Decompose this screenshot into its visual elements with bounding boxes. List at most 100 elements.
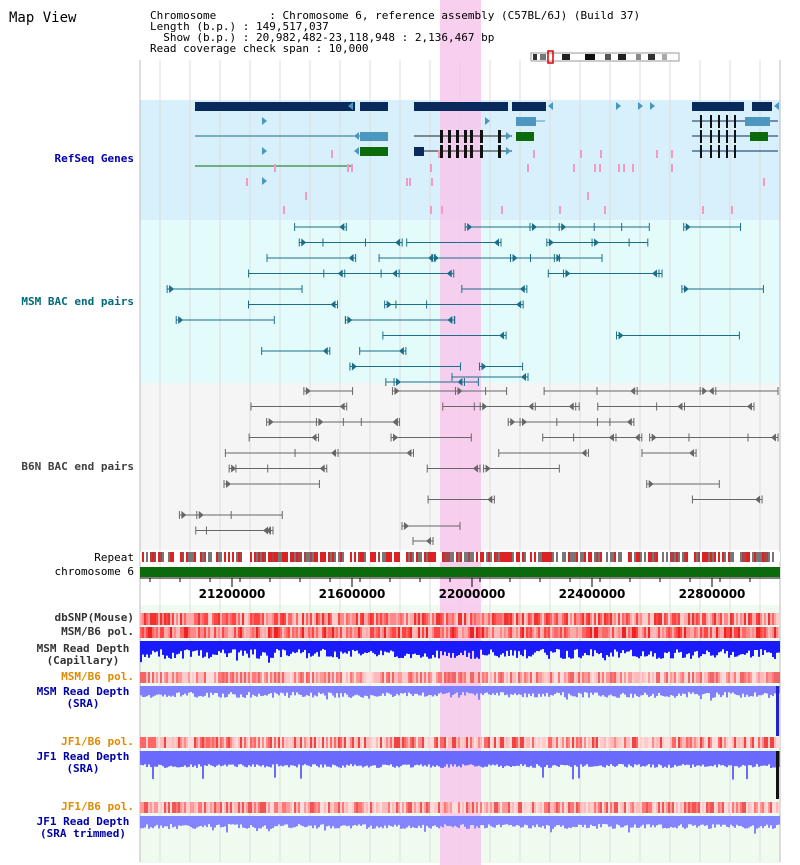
repeat-segment — [356, 552, 358, 562]
dbsnp-density — [342, 613, 344, 625]
jf1-pol-trimmed-density — [246, 802, 248, 813]
jf1-pol-trimmed-density — [448, 802, 450, 813]
msm-pol-track-label[interactable]: MSM/B6 pol. — [61, 625, 134, 638]
msm-pol-sra-density — [178, 672, 180, 683]
strand-arrow — [225, 480, 231, 488]
msm-depth-capillary-bar — [674, 641, 676, 653]
jf1-depth-trimmed-bar — [460, 816, 462, 825]
jf1-pol-density — [492, 737, 494, 748]
ideogram-position-marker[interactable] — [547, 50, 554, 64]
jf1-pol-density — [724, 737, 726, 748]
msm-depth-sra-bar — [356, 686, 358, 695]
repeat-segment — [534, 552, 536, 562]
msm-depth-capillary-bar — [164, 641, 166, 659]
dbsnp-density — [742, 613, 744, 625]
gene-block[interactable] — [745, 117, 770, 126]
gene-block[interactable] — [692, 102, 744, 111]
dbsnp-density — [308, 613, 310, 625]
jf1-pol-trimmed-density — [442, 802, 444, 813]
msm-bac-track-label[interactable]: MSM BAC end pairs — [21, 295, 134, 308]
msm-depth-sra-bar — [338, 686, 340, 698]
jf1-pol-density — [684, 737, 686, 748]
repeat-segment — [296, 552, 298, 562]
msm-depth-capillary-bar — [414, 641, 416, 654]
jf1-pol-trimmed-density — [772, 802, 774, 813]
jf1-depth-sra-bar — [516, 751, 518, 766]
msm-pol-density — [188, 627, 190, 638]
jf1-pol-trimmed-density — [176, 802, 178, 813]
jf1-pol-trimmed-density — [454, 802, 456, 813]
jf1-pol-trimmed-density — [698, 802, 700, 813]
jf1-depth-sra-bar — [476, 751, 478, 767]
msm-depth-sra-bar — [364, 686, 366, 696]
jf1-depth-trimmed-bar — [540, 816, 542, 828]
gene-block[interactable] — [752, 102, 772, 111]
gene-block[interactable] — [750, 132, 768, 141]
msm-pol-sra-density — [740, 672, 742, 683]
jf1-depth-sra-label[interactable]: JF1 Read Depth (SRA) — [30, 751, 136, 775]
msm-pol-density — [774, 627, 776, 638]
jf1-depth-trimmed-label[interactable]: JF1 Read Depth (SRA trimmed) — [30, 816, 136, 840]
jf1-pol-trimmed-density — [498, 802, 500, 813]
gene-block[interactable] — [360, 147, 388, 156]
chromosome-bar[interactable] — [140, 567, 780, 577]
msm-depth-capillary-bar — [184, 641, 186, 651]
gene-block[interactable] — [516, 132, 534, 141]
msm-depth-sra-label[interactable]: MSM Read Depth (SRA) — [30, 686, 136, 710]
jf1-pol-track-label[interactable]: JF1/B6 pol. — [61, 735, 134, 748]
gene-block[interactable] — [512, 102, 546, 111]
jf1-depth-sra-bar — [484, 751, 486, 767]
jf1-pol-trimmed-density — [268, 802, 270, 813]
jf1-pol-trimmed-density — [276, 802, 278, 813]
jf1-pol-density — [710, 737, 712, 748]
jf1-pol-trimmed-track-label[interactable]: JF1/B6 pol. — [61, 800, 134, 813]
msm-depth-capillary-bar — [592, 641, 594, 657]
msm-depth-sra-bar — [224, 686, 226, 698]
msm-depth-capillary-bar — [362, 641, 364, 654]
repeat-segment — [372, 552, 374, 562]
msm-pol-sra-density — [738, 672, 740, 683]
gene-block[interactable] — [516, 117, 536, 126]
jf1-depth-sra-bar — [422, 751, 424, 767]
msm-depth-sra-bar — [432, 686, 434, 697]
refseq-track-label[interactable]: RefSeq Genes — [54, 152, 134, 165]
gene-block[interactable] — [195, 102, 355, 111]
repeat-segment — [524, 552, 526, 562]
jf1-pol-density — [368, 737, 370, 748]
msm-depth-sra-bar — [602, 686, 604, 696]
msm-depth-capillary-bar — [460, 641, 462, 653]
gene-block[interactable] — [414, 102, 508, 111]
jf1-pol-density — [612, 737, 614, 748]
strand-arrow — [485, 464, 491, 473]
dbsnp-density — [772, 613, 774, 625]
repeat-segment — [642, 552, 644, 562]
gene-block[interactable] — [360, 102, 388, 111]
jf1-depth-sra-bar — [622, 751, 624, 765]
repeat-segment — [332, 552, 334, 562]
jf1-depth-trimmed-bar — [772, 816, 774, 829]
jf1-depth-trimmed-bar — [186, 816, 188, 826]
jf1-pol-density — [764, 737, 766, 748]
highlight-region[interactable] — [440, 0, 481, 865]
msm-depth-capillary-label[interactable]: MSM Read Depth (Capillary) — [30, 643, 136, 667]
dbsnp-track-label[interactable]: dbSNP(Mouse) — [54, 611, 134, 624]
msm-pol-sra-density — [728, 672, 730, 683]
jf1-depth-sra-bar — [342, 751, 344, 766]
msm-pol-sra-density — [338, 672, 340, 683]
msm-depth-sra-bar — [340, 686, 342, 694]
dbsnp-density — [336, 613, 338, 625]
repeat-segment — [348, 552, 350, 562]
dbsnp-density — [574, 613, 576, 625]
gene-block[interactable] — [414, 147, 424, 156]
repeat-segment — [498, 552, 500, 562]
exon-tick — [448, 130, 451, 143]
gene-block[interactable] — [360, 132, 388, 141]
msm-pol-density — [450, 627, 452, 638]
msm-pol-density — [304, 627, 306, 638]
b6n-bac-track-label[interactable]: B6N BAC end pairs — [21, 460, 134, 473]
jf1-pol-trimmed-density — [676, 802, 678, 813]
msm-pol-sra-track-label[interactable]: MSM/B6 pol. — [61, 670, 134, 683]
jf1-pol-trimmed-density — [288, 802, 290, 813]
strand-arrow — [339, 402, 345, 411]
